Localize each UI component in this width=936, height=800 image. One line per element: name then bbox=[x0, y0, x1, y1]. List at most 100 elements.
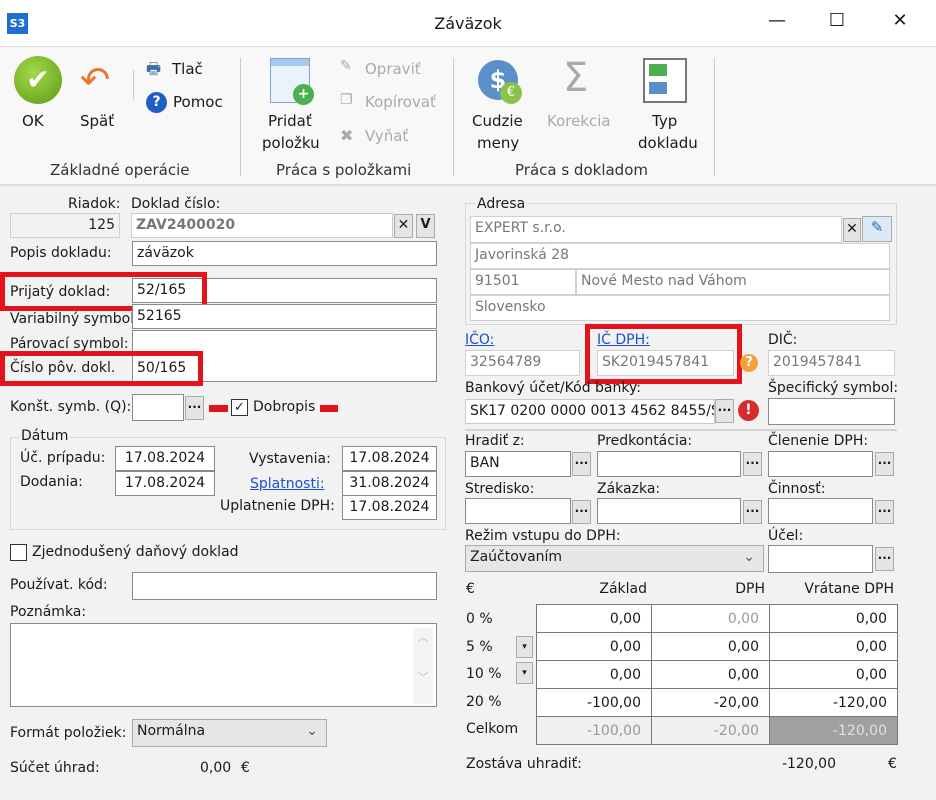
dropdown-icon[interactable]: ▾ bbox=[516, 662, 533, 684]
cell[interactable]: -100,00 bbox=[536, 688, 652, 717]
address-country-field[interactable]: Slovensko bbox=[470, 295, 890, 321]
currency-button-2[interactable]: meny bbox=[477, 134, 520, 152]
address-street-field[interactable]: Javorinská 28 bbox=[470, 243, 890, 269]
order-field[interactable] bbox=[597, 498, 741, 524]
chevron-down-icon[interactable]: V bbox=[416, 214, 435, 238]
ok-button[interactable]: OK bbox=[22, 112, 44, 130]
issue-date-label: Vystavenia: bbox=[249, 451, 331, 467]
due-date-link[interactable]: Splatnosti: bbox=[250, 476, 325, 492]
center-field[interactable] bbox=[465, 498, 571, 524]
ok-check-icon[interactable]: ✔ bbox=[14, 56, 62, 104]
vat-claim-date-field[interactable]: 17.08.2024 bbox=[342, 495, 437, 520]
cell[interactable]: -20,00 bbox=[651, 688, 770, 717]
simplified-checkbox[interactable] bbox=[10, 544, 27, 561]
address-city-field[interactable]: Nové Mesto nad Váhom bbox=[576, 269, 890, 295]
note-scrollbar[interactable]: ︿ ﹀ bbox=[413, 628, 433, 704]
doc-type-icon[interactable] bbox=[643, 58, 687, 103]
edit-button[interactable]: Opraviť bbox=[365, 60, 421, 78]
doc-number-field[interactable]: ZAV2400020 bbox=[131, 213, 393, 238]
cell[interactable]: 0,00 bbox=[651, 632, 770, 661]
dic-field[interactable]: 2019457841 bbox=[768, 350, 895, 376]
currency-icon[interactable]: $ bbox=[478, 60, 518, 100]
browse-button[interactable]: ··· bbox=[572, 500, 591, 524]
error-icon[interactable]: ! bbox=[738, 400, 759, 421]
activity-field[interactable] bbox=[768, 498, 873, 524]
warning-question-icon[interactable]: ? bbox=[740, 354, 758, 372]
bank-field[interactable]: SK17 0200 0000 0013 4562 8455/SUBASKBX bbox=[465, 399, 715, 424]
cell[interactable]: 0,00 bbox=[769, 632, 898, 661]
const-symbol-field[interactable] bbox=[132, 394, 184, 421]
correction-button[interactable]: Korekcia bbox=[547, 112, 611, 130]
note-textarea[interactable] bbox=[10, 623, 437, 707]
row-label-0: 0 % bbox=[466, 611, 493, 627]
close-button[interactable]: ✕ bbox=[892, 10, 908, 31]
currency-button[interactable]: Cudzie bbox=[472, 112, 523, 130]
pairing-symbol-field[interactable] bbox=[132, 330, 437, 382]
browse-button[interactable]: ··· bbox=[875, 452, 894, 476]
doc-type-button-2[interactable]: dokladu bbox=[638, 134, 698, 152]
browse-button[interactable]: ··· bbox=[715, 399, 734, 423]
browse-button[interactable]: ··· bbox=[572, 452, 591, 476]
browse-button[interactable]: ··· bbox=[875, 547, 894, 571]
vat-split-field[interactable] bbox=[768, 451, 873, 477]
item-format-value: Normálna bbox=[137, 723, 206, 739]
accounting-date-field[interactable]: 17.08.2024 bbox=[115, 446, 215, 471]
pay-from-field[interactable]: BAN bbox=[465, 451, 571, 477]
icdph-field[interactable]: SK2019457841 bbox=[597, 350, 734, 376]
help-button[interactable]: Pomoc bbox=[173, 93, 223, 111]
cell[interactable]: 0,00 bbox=[536, 604, 652, 633]
cell[interactable]: 0,00 bbox=[536, 660, 652, 689]
browse-button[interactable]: ··· bbox=[875, 500, 894, 524]
item-format-select[interactable]: Normálna ⌄ bbox=[132, 719, 327, 747]
variable-symbol-field[interactable]: 52165 bbox=[132, 304, 437, 329]
pairing-symbol-label: Párovací symbol: bbox=[10, 336, 129, 352]
clear-icon[interactable]: ✕ bbox=[394, 214, 413, 238]
ico-field[interactable]: 32564789 bbox=[465, 350, 580, 376]
precontation-field[interactable] bbox=[597, 451, 741, 477]
clear-icon[interactable]: ✕ bbox=[843, 218, 861, 242]
window-title: Záväzok bbox=[434, 14, 502, 33]
edit-address-icon[interactable]: ✎ bbox=[862, 216, 892, 242]
cell[interactable]: 0,00 bbox=[769, 660, 898, 689]
back-button[interactable]: Späť bbox=[80, 112, 115, 130]
delivery-date-field[interactable]: 17.08.2024 bbox=[115, 471, 215, 496]
credit-note-checkbox[interactable]: ✓ bbox=[231, 399, 248, 416]
orig-doc-field[interactable]: 50/165 bbox=[137, 360, 187, 376]
ico-link[interactable]: IČO: bbox=[465, 332, 495, 348]
cell[interactable]: 0,00 bbox=[769, 604, 898, 633]
doc-type-button[interactable]: Typ bbox=[652, 112, 678, 130]
orig-doc-label: Číslo pôv. dokl. bbox=[10, 360, 116, 376]
browse-button[interactable]: ··· bbox=[743, 452, 762, 476]
vat-mode-value: Zaúčtovaním bbox=[470, 549, 563, 565]
issue-date-field[interactable]: 17.08.2024 bbox=[342, 446, 437, 471]
note-label: Poznámka: bbox=[10, 604, 87, 620]
delivery-date-label: Dodania: bbox=[20, 474, 83, 490]
received-doc-field[interactable]: 52/165 bbox=[132, 278, 437, 303]
browse-button[interactable]: ··· bbox=[185, 396, 204, 420]
cell[interactable]: -120,00 bbox=[769, 688, 898, 717]
back-arrow-icon[interactable]: ↶ bbox=[80, 60, 111, 101]
vat-mode-select[interactable]: Zaúčtovaním ⌄ bbox=[465, 545, 764, 572]
add-item-label[interactable]: Pridať bbox=[268, 112, 312, 130]
address-name-field[interactable]: EXPERT s.r.o. bbox=[470, 216, 842, 243]
print-button[interactable]: Tlač bbox=[172, 60, 203, 78]
icdph-link[interactable]: IČ DPH: bbox=[597, 332, 650, 348]
euro-icon: € bbox=[500, 82, 522, 104]
cut-button[interactable]: Vyňať bbox=[365, 127, 409, 145]
cell[interactable]: 0,00 bbox=[536, 632, 652, 661]
specific-symbol-field[interactable] bbox=[768, 398, 895, 425]
dropdown-icon[interactable]: ▾ bbox=[516, 636, 533, 658]
highlight-box bbox=[0, 351, 203, 386]
user-code-field[interactable] bbox=[132, 572, 437, 600]
table-row: 0,00 0,00 0,00 bbox=[536, 660, 898, 689]
add-item-label-2[interactable]: položku bbox=[262, 134, 320, 152]
browse-button[interactable]: ··· bbox=[743, 500, 762, 524]
purpose-field[interactable] bbox=[768, 545, 873, 573]
copy-button[interactable]: Kopírovať bbox=[365, 93, 436, 111]
maximize-button[interactable]: ☐ bbox=[828, 10, 846, 31]
address-zip-field[interactable]: 91501 bbox=[470, 269, 576, 295]
description-field[interactable]: záväzok bbox=[132, 241, 437, 266]
minimize-button[interactable]: — bbox=[768, 10, 786, 31]
due-date-field[interactable]: 31.08.2024 bbox=[342, 471, 437, 496]
cell[interactable]: 0,00 bbox=[651, 660, 770, 689]
